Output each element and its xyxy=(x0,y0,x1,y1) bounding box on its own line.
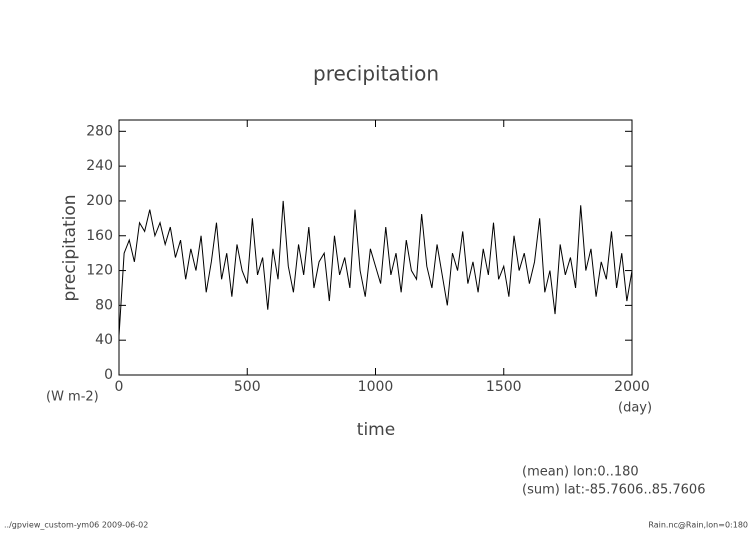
annotation: (sum) lat:-85.7606..85.7606 xyxy=(522,483,705,498)
x-units: (day) xyxy=(618,401,652,416)
y-tick-label: 280 xyxy=(86,123,113,139)
y-tick-label: 160 xyxy=(86,228,113,244)
y-axis-label: precipitation xyxy=(60,194,80,301)
x-axis-label: time xyxy=(357,420,395,440)
plot-frame xyxy=(118,119,633,376)
y-tick-label: 200 xyxy=(86,193,113,209)
x-tick-label: 1500 xyxy=(486,379,522,395)
x-tick-label: 2000 xyxy=(614,379,650,395)
x-tick-label: 0 xyxy=(115,379,124,395)
chart-title: precipitation xyxy=(313,62,439,86)
y-tick-label: 120 xyxy=(86,263,113,279)
y-tick-label: 240 xyxy=(86,158,113,174)
footer-left: ../gpview_custom-ym06 2009-06-02 xyxy=(4,521,148,530)
y-tick-label: 40 xyxy=(95,332,113,348)
x-tick-label: 1000 xyxy=(358,379,394,395)
x-tick-label: 500 xyxy=(234,379,261,395)
annotation: (mean) lon:0..180 xyxy=(522,465,639,480)
data-line xyxy=(118,200,633,336)
y-tick-label: 80 xyxy=(95,297,113,313)
y-units: (W m-2) xyxy=(46,390,99,405)
footer-right: Rain.nc@Rain,lon=0:180 xyxy=(648,521,748,530)
y-tick-label: 0 xyxy=(104,367,113,383)
